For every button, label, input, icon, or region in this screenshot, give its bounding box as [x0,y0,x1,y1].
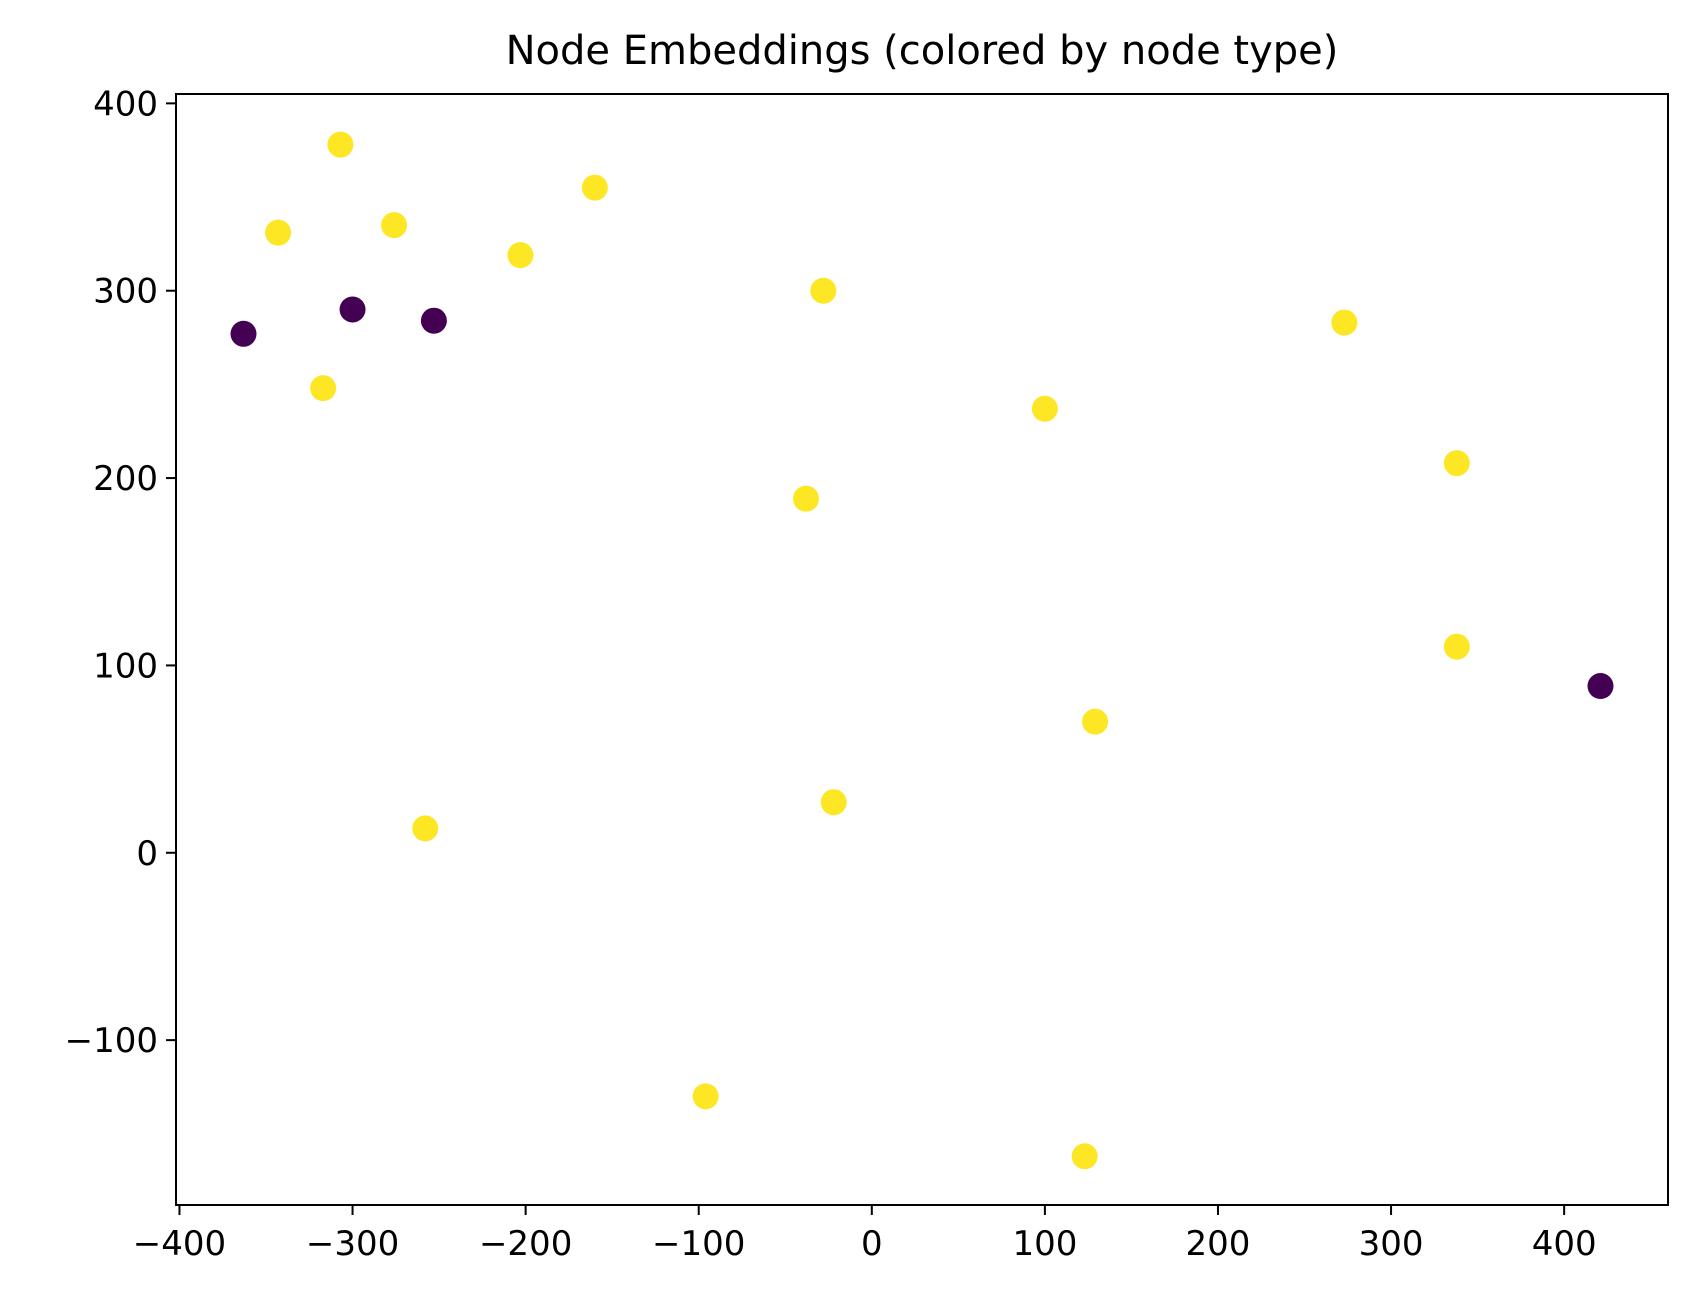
scatter-point-13 [1443,450,1470,477]
scatter-point-19 [692,1083,719,1110]
x-tick-label-5: 100 [1012,1224,1077,1264]
x-tick-label-3: −100 [652,1224,745,1264]
scatter-point-17 [820,789,847,816]
y-tick-label-1: 0 [136,834,158,874]
scatter-point-14 [793,485,820,512]
scatter-point-20 [1071,1143,1098,1170]
chart-title: Node Embeddings (colored by node type) [506,28,1339,74]
scatter-point-4 [327,131,354,158]
x-tick-label-2: −200 [479,1224,572,1264]
x-tick-label-8: 400 [1532,1224,1597,1264]
scatter-point-0 [230,320,257,347]
y-tick-label-2: 100 [93,646,158,686]
x-axis: −400 −300 −200 −100 0 100 200 300 400 [133,1205,1597,1264]
y-tick-label-3: 200 [93,459,158,499]
scatter-point-12 [1331,309,1358,336]
plot-frame [175,93,1669,1206]
scatter-point-15 [1443,633,1470,660]
x-tick-label-6: 200 [1186,1224,1251,1264]
scatter-point-5 [265,219,292,246]
scatter-point-11 [1031,395,1058,422]
scatter-point-16 [1082,708,1109,735]
scatter-point-8 [581,174,608,201]
y-tick-label-0: −100 [65,1021,158,1061]
scatter-point-7 [507,242,534,269]
y-tick-label-5: 400 [93,84,158,124]
scatter-point-9 [310,375,337,402]
scatter-point-2 [420,307,447,334]
scatter-point-3 [1587,673,1614,700]
x-tick-label-0: −400 [133,1224,226,1264]
scatter-point-10 [810,277,837,304]
x-tick-label-4: 0 [861,1224,883,1264]
scatter-point-6 [381,212,408,239]
x-tick-label-7: 300 [1359,1224,1424,1264]
y-tick-label-4: 300 [93,272,158,312]
scatter-point-1 [339,296,366,323]
y-axis: −100 0 100 200 300 400 [65,84,176,1061]
x-tick-label-1: −300 [306,1224,399,1264]
points-layer [230,131,1614,1170]
scatter-point-18 [412,815,439,842]
